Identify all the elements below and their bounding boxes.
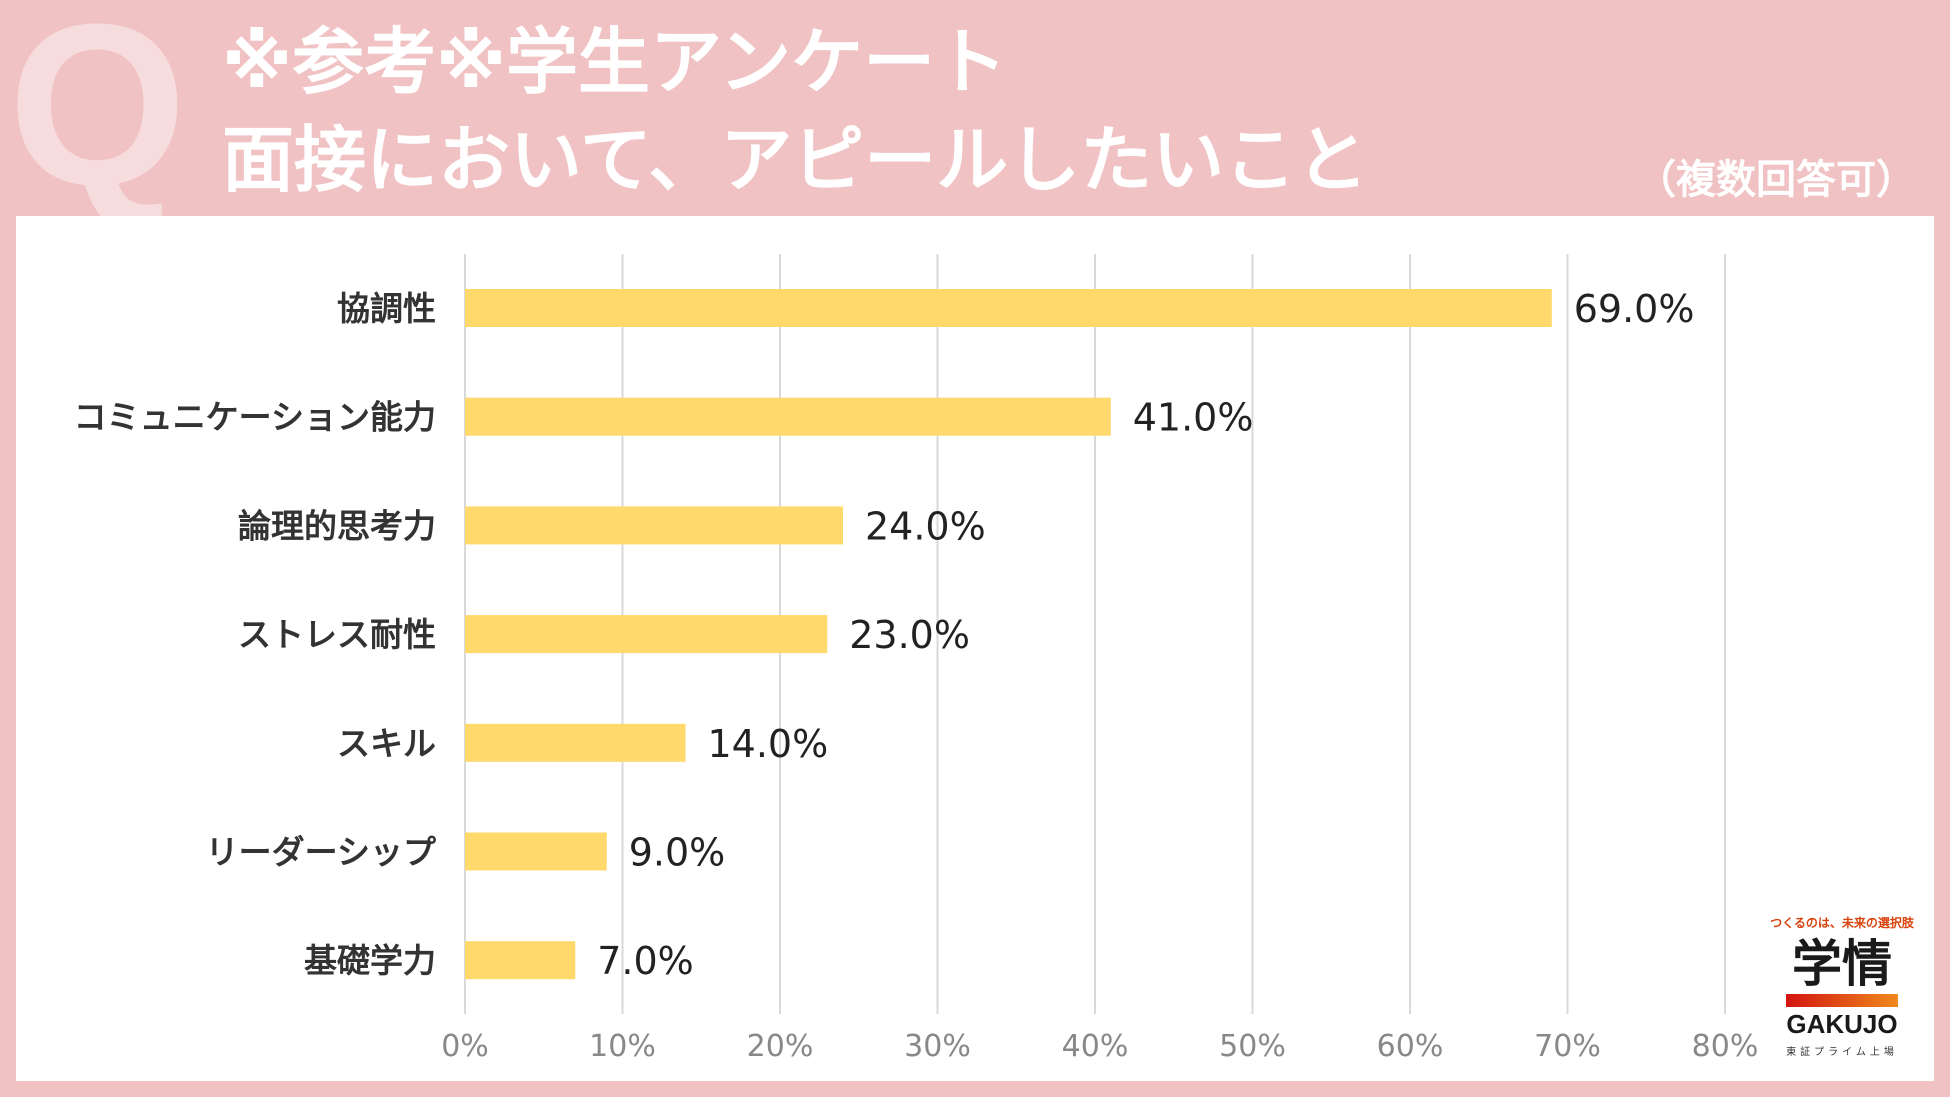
bar [465, 832, 607, 871]
category-label: 基礎学力 [304, 941, 436, 980]
value-label: 41.0% [1133, 396, 1254, 440]
chart-panel: 協調性コミュニケーション能力論理的思考力 ストレス耐性スキルリーダーシップ基礎学力… [16, 216, 1934, 1081]
title-line-1: ※参考※学生アンケート [222, 20, 1008, 104]
value-label: 69.0% [1574, 287, 1695, 331]
bar [465, 941, 576, 980]
logo-bar [1786, 994, 1898, 1007]
x-tick-label: 10% [589, 1029, 656, 1064]
value-label: 7.0% [597, 939, 694, 983]
value-labels: 69.0% 41.0% 24.0% 23.0% 14.0% 9.0% 7.0% [597, 287, 1694, 983]
value-label: 14.0% [708, 722, 829, 766]
logo-name: GAKUJO [1786, 1009, 1898, 1039]
x-tick-label: 20% [747, 1029, 814, 1064]
page-title: 面接において、アピールしたいこと [222, 118, 1369, 202]
x-tick-label: 50% [1219, 1029, 1286, 1064]
category-label: 論理的思考力 [238, 506, 436, 545]
category-label: 協調性 [337, 289, 436, 328]
x-tick-labels: 0% 10% 20% 30% 40% 50% 60% 70% 80% [441, 1029, 1758, 1064]
category-label: ストレス耐性 [238, 615, 436, 654]
bar [465, 289, 1552, 327]
gridlines [464, 254, 1726, 1014]
x-tick-label: 80% [1692, 1029, 1759, 1064]
category-label: リーダーシップ [206, 833, 437, 872]
bar [465, 723, 686, 762]
category-label: コミュニケーション能力 [74, 398, 436, 437]
x-tick-label: 60% [1377, 1029, 1444, 1064]
logo-kanji: 学情 [1792, 935, 1892, 993]
value-label: 24.0% [865, 504, 986, 548]
q-watermark: Q [8, 0, 187, 233]
bar [465, 397, 1111, 436]
gakujo-logo: つくるのは、未来の選択肢 学情 GAKUJO 東証プライム上場 [1752, 914, 1932, 1058]
logo-sub: 東証プライム上場 [1786, 1047, 1898, 1058]
x-tick-label: 0% [441, 1029, 489, 1064]
logo-tagline: つくるのは、未来の選択肢 [1770, 916, 1914, 930]
bars [465, 289, 1552, 980]
value-label: 9.0% [629, 831, 726, 875]
category-label: スキル [337, 724, 436, 763]
bar-chart: 協調性コミュニケーション能力論理的思考力ストレス耐性スキルリーダーシップ基礎学力… [74, 254, 1758, 1064]
bar [465, 615, 828, 654]
value-label: 23.0% [849, 613, 970, 657]
bar [465, 506, 843, 545]
x-tick-label: 70% [1534, 1029, 1601, 1064]
x-tick-label: 40% [1062, 1029, 1129, 1064]
multiple-answer-note: （複数回答可） [1636, 157, 1916, 203]
x-tick-label: 30% [904, 1029, 971, 1064]
